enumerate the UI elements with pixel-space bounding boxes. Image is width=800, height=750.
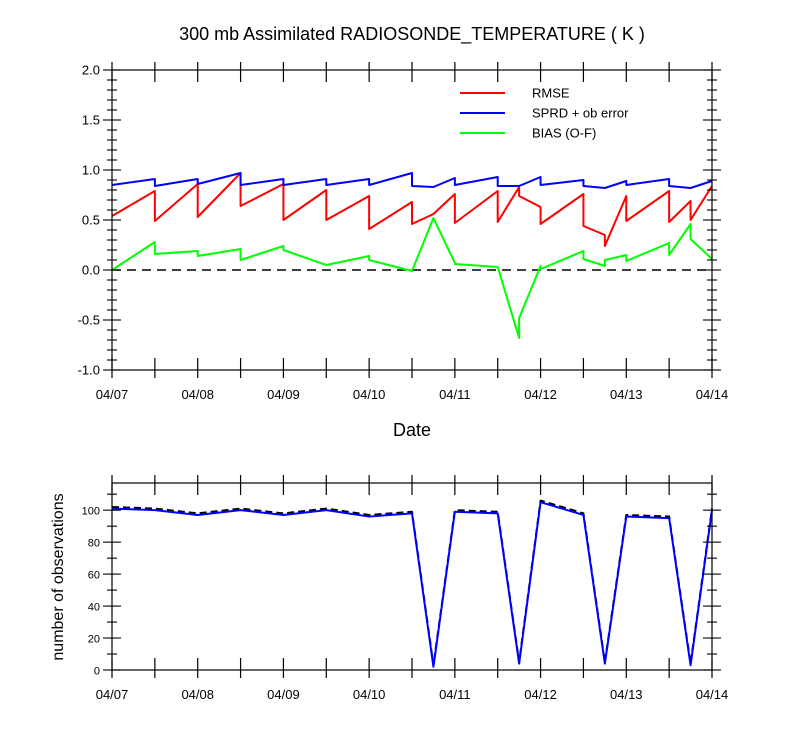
x-tick-label: 04/14 bbox=[696, 687, 729, 702]
series-line-observations-possible bbox=[111, 499, 713, 667]
y-tick-label: 2.0 bbox=[82, 63, 100, 78]
x-tick-label: 04/12 bbox=[524, 687, 557, 702]
legend: RMSE SPRD + ob error BIAS (O-F) bbox=[460, 86, 629, 141]
x-tick-label: 04/09 bbox=[267, 387, 300, 402]
x-tick-label: 04/11 bbox=[439, 687, 471, 702]
y-tick-label: 1.5 bbox=[82, 113, 100, 128]
y-tick-label: 0.5 bbox=[82, 213, 100, 228]
y-tick-label: -1.0 bbox=[78, 363, 100, 378]
y-tick-label: 0.0 bbox=[82, 263, 100, 278]
x-tick-label: 04/07 bbox=[96, 387, 129, 402]
top-plot-y-ticks: -1.0 -0.5 0.0 0.5 1.0 1.5 2.0 bbox=[78, 63, 721, 378]
x-axis-label: Date bbox=[393, 420, 431, 440]
x-tick-label: 04/12 bbox=[524, 387, 557, 402]
y-tick-label: 1.0 bbox=[82, 163, 100, 178]
x-tick-label: 04/11 bbox=[439, 387, 471, 402]
chart-title: 300 mb Assimilated RADIOSONDE_TEMPERATUR… bbox=[179, 24, 645, 45]
y-tick-label: 20 bbox=[88, 634, 100, 646]
legend-label: SPRD + ob error bbox=[532, 106, 629, 121]
y-tick-label: -0.5 bbox=[78, 313, 100, 328]
y-tick-label: 60 bbox=[88, 570, 100, 582]
y-tick-label: 40 bbox=[88, 602, 100, 614]
series-line-sprd-ob-error bbox=[111, 172, 713, 189]
top-plot-x-ticks: 04/07 04/08 04/09 04/10 04/11 04/12 04/13 04/14 bbox=[96, 62, 729, 402]
top-plot-series bbox=[111, 172, 713, 339]
top-plot: 04/07 04/08 04/09 04/10 04/11 04/12 04/13 04/14… bbox=[78, 62, 729, 402]
series-line-bias-o-f bbox=[111, 217, 713, 339]
y-tick-label: 80 bbox=[88, 538, 100, 550]
x-tick-label: 04/10 bbox=[353, 387, 386, 402]
legend-label: BIAS (O-F) bbox=[532, 126, 596, 141]
y-axis-label-observations: number of observations bbox=[50, 493, 67, 660]
x-tick-label: 04/14 bbox=[696, 387, 729, 402]
x-tick-label: 04/10 bbox=[353, 687, 386, 702]
y-tick-label: 0 bbox=[94, 666, 100, 678]
x-tick-label: 04/08 bbox=[181, 387, 214, 402]
x-tick-label: 04/13 bbox=[610, 687, 643, 702]
x-tick-label: 04/07 bbox=[96, 687, 129, 702]
bottom-plot-y-ticks: 0 20 40 60 80 100 bbox=[82, 493, 721, 678]
x-tick-label: 04/08 bbox=[181, 687, 214, 702]
y-tick-label: 100 bbox=[82, 506, 100, 518]
bottom-plot-series bbox=[111, 499, 713, 668]
legend-label: RMSE bbox=[532, 86, 570, 101]
x-tick-label: 04/13 bbox=[610, 387, 643, 402]
series-line-rmse bbox=[111, 172, 713, 247]
bottom-plot-x-ticks: 04/07 04/08 04/09 04/10 04/11 04/12 04/13 04/14 bbox=[96, 475, 729, 702]
x-tick-label: 04/09 bbox=[267, 687, 300, 702]
series-line-observations-assimilated bbox=[111, 501, 713, 668]
bottom-plot: 04/07 04/08 04/09 04/10 04/11 04/12 04/13 04/14… bbox=[82, 475, 729, 702]
